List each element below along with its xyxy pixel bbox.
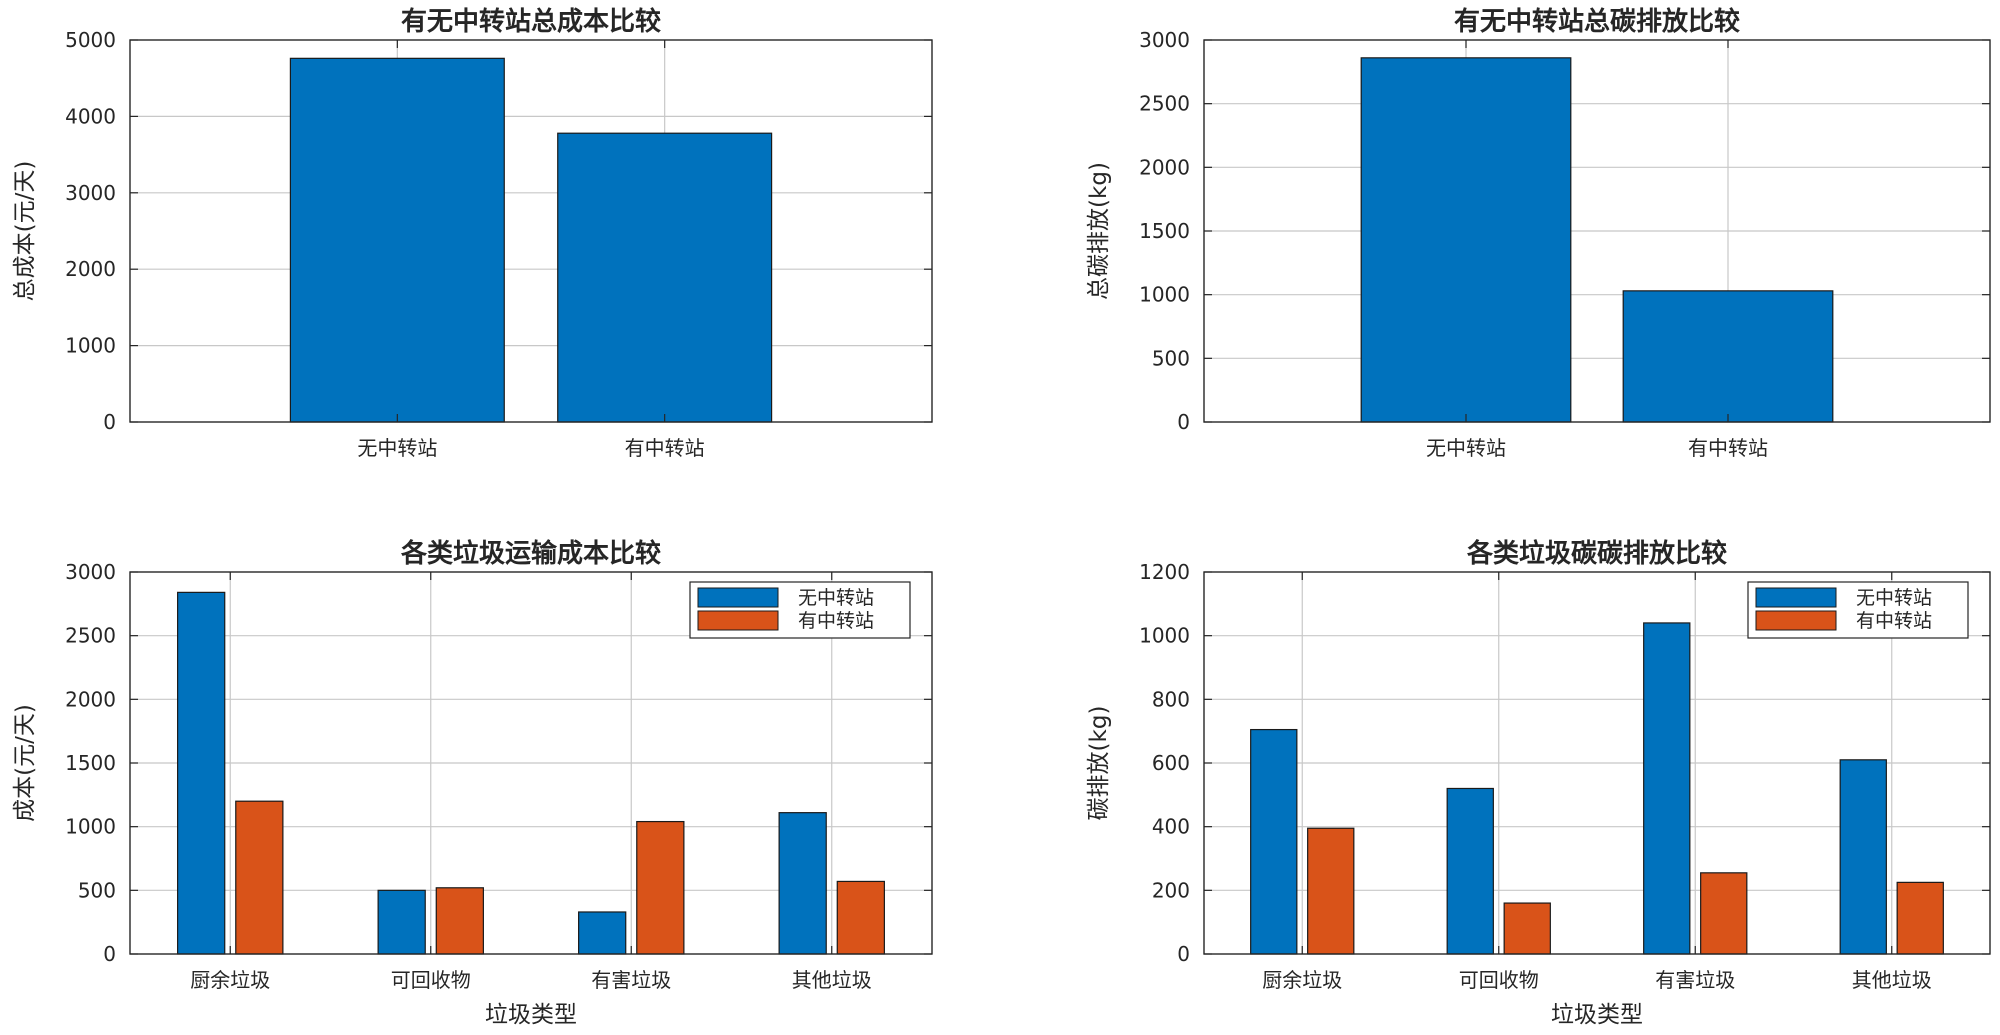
- x-tick-label: 有害垃圾: [591, 968, 671, 992]
- y-tick-label: 0: [1177, 410, 1190, 434]
- y-tick-label: 4000: [65, 104, 116, 128]
- chart-title: 各类垃圾碳碳排放比较: [1466, 538, 1727, 569]
- y-tick-label: 1500: [65, 751, 116, 775]
- bar-2: [1622, 290, 1834, 423]
- legend-label-2: 有中转站: [1856, 610, 1932, 632]
- x-tick-label: 可回收物: [1459, 968, 1539, 992]
- chart-2: 0 500 1000 1500 2000 2500 3000 无中转站 有中转站 有无中转站总碳排…: [1086, 6, 1991, 460]
- y-axis-label: 总成本(元/天): [12, 161, 38, 302]
- y-tick-label: 500: [1152, 346, 1190, 370]
- y-tick-label: 500: [78, 878, 116, 902]
- bar-series2-1: [1307, 827, 1355, 955]
- bar-series2-2: [435, 887, 484, 955]
- y-tick-label: 600: [1152, 751, 1190, 775]
- x-tick-label: 无中转站: [357, 436, 437, 460]
- bar-series2-2: [1503, 902, 1551, 955]
- y-tick-label: 200: [1152, 878, 1190, 902]
- chart-1: 0 1000 2000 3000 4000 5000 无中转站 有中转站 有无中转站总成本比较总…: [12, 6, 933, 460]
- legend-label-2: 有中转站: [798, 610, 874, 632]
- legend-label-1: 无中转站: [1856, 587, 1932, 609]
- bar-series2-3: [636, 820, 685, 955]
- y-tick-label: 0: [103, 942, 116, 966]
- x-tick-label: 其他垃圾: [1852, 968, 1932, 992]
- bar-series2-3: [1700, 872, 1748, 955]
- bar-series2-4: [1896, 881, 1944, 955]
- legend-swatch-2: [1755, 610, 1837, 631]
- x-tick-label: 其他垃圾: [792, 968, 872, 992]
- x-tick-label: 无中转站: [1426, 436, 1506, 460]
- y-axis-label: 总碳排放(kg): [1086, 162, 1112, 300]
- bar-2: [557, 132, 773, 423]
- y-tick-label: 3000: [1139, 28, 1190, 52]
- chart-title: 有无中转站总成本比较: [401, 6, 661, 37]
- legend-swatch-1: [1755, 587, 1837, 608]
- bar-series1-2: [377, 889, 426, 955]
- axes-box: [129, 39, 933, 423]
- y-tick-label: 2000: [65, 687, 116, 711]
- chart-3: 0 500 1000 1500 2000 2500 3000 厨余垃圾 可回收物 有害垃圾 其他垃圾…: [12, 538, 933, 1028]
- x-axis-label: 垃圾类型: [1551, 1002, 1643, 1028]
- y-tick-label: 3000: [65, 181, 116, 205]
- bar-series1-4: [1839, 759, 1887, 955]
- chart-4: 0 200 400 600 800 1000 1200 厨余垃圾 可回收物 有害垃圾 其他垃圾 各类垃…: [1086, 538, 1991, 1028]
- y-tick-label: 400: [1152, 815, 1190, 839]
- x-tick-label: 可回收物: [391, 968, 471, 992]
- y-axis-label: 碳排放(kg): [1086, 706, 1112, 821]
- y-tick-label: 2000: [65, 257, 116, 281]
- y-tick-label: 800: [1152, 687, 1190, 711]
- y-tick-label: 1000: [1139, 624, 1190, 648]
- y-tick-label: 0: [1177, 942, 1190, 966]
- y-tick-label: 1500: [1139, 219, 1190, 243]
- x-axis-label: 垃圾类型: [485, 1002, 577, 1028]
- bar-series1-1: [1250, 728, 1298, 955]
- y-tick-label: 1000: [65, 334, 116, 358]
- bar-series1-1: [177, 591, 226, 955]
- y-tick-label: 1200: [1139, 560, 1190, 584]
- y-axis-label: 成本(元/天): [12, 704, 38, 822]
- y-tick-label: 1000: [1139, 283, 1190, 307]
- bar-series1-4: [778, 812, 827, 955]
- bar-series1-2: [1446, 787, 1494, 955]
- y-tick-label: 2500: [65, 624, 116, 648]
- bar-series2-4: [836, 880, 885, 955]
- legend-swatch-2: [697, 610, 779, 631]
- y-tick-label: 2500: [1139, 92, 1190, 116]
- y-tick-label: 3000: [65, 560, 116, 584]
- chart-title: 有无中转站总碳排放比较: [1454, 6, 1740, 37]
- x-tick-label: 厨余垃圾: [1262, 968, 1342, 992]
- y-tick-label: 5000: [65, 28, 116, 52]
- legend-swatch-1: [697, 587, 779, 608]
- legend-label-1: 无中转站: [798, 587, 874, 609]
- y-tick-label: 1000: [65, 815, 116, 839]
- plot-area: [130, 40, 932, 422]
- x-tick-label: 有害垃圾: [1655, 968, 1735, 992]
- x-tick-label: 有中转站: [1688, 436, 1768, 460]
- x-tick-label: 有中转站: [625, 436, 705, 460]
- y-tick-label: 0: [103, 410, 116, 434]
- bar-series2-1: [235, 800, 284, 955]
- bar-1: [1360, 57, 1572, 423]
- y-tick-label: 2000: [1139, 155, 1190, 179]
- bar-series1-3: [1643, 622, 1691, 955]
- chart-title: 各类垃圾运输成本比较: [400, 538, 661, 569]
- bar-series1-3: [578, 911, 627, 955]
- bar-1: [289, 57, 505, 423]
- x-tick-label: 厨余垃圾: [190, 968, 270, 992]
